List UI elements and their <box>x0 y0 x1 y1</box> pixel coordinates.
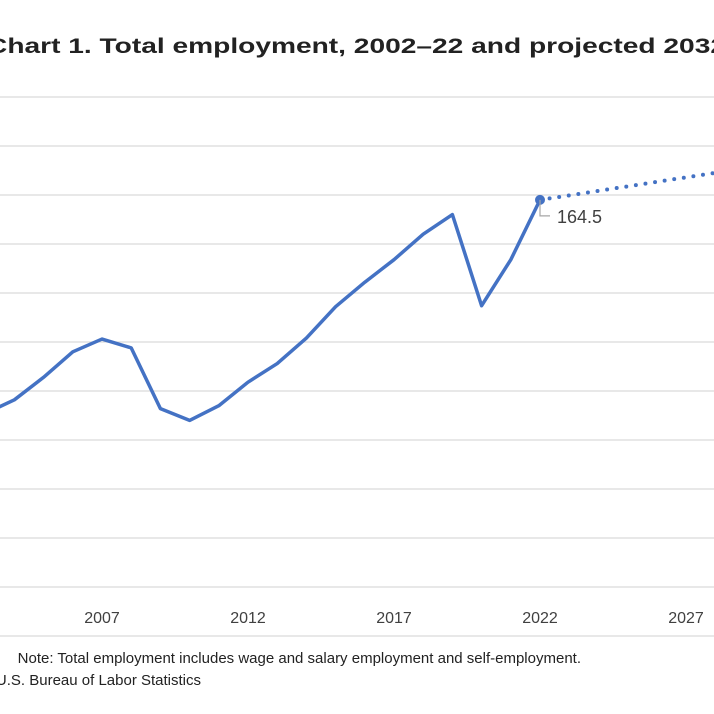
chart-title: Chart 1. Total employment, 2002–22 and p… <box>0 35 714 58</box>
note-text: Note: Total employment includes wage and… <box>18 650 581 667</box>
data-label: 164.5 <box>557 207 602 227</box>
series-lines <box>0 171 714 423</box>
x-axis-ticks: 2002200720122017202220272032 <box>84 610 704 627</box>
x-tick-label: 2012 <box>230 610 266 627</box>
leader-line <box>539 199 550 217</box>
x-tick-label: 2027 <box>668 610 704 627</box>
annotations: 164.5 <box>535 194 602 227</box>
projected-series-line <box>538 171 714 202</box>
historical-series-line <box>0 199 542 423</box>
x-tick-label: 2007 <box>84 610 120 627</box>
x-tick-label: 2017 <box>376 610 412 627</box>
source-text: Source: U.S. Bureau of Labor Statistics <box>0 672 201 689</box>
x-tick-label: 2022 <box>522 610 558 627</box>
gridlines <box>0 96 714 637</box>
